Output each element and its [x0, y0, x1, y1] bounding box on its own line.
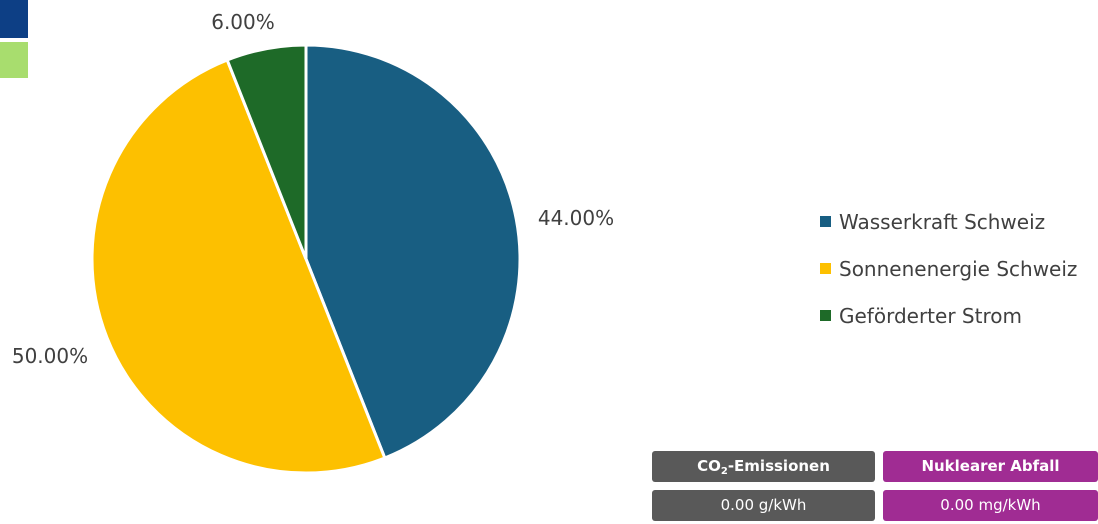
legend-label-gefoerdert: Geförderter Strom [839, 303, 1022, 328]
legend-item-wasserkraft: Wasserkraft Schweiz [820, 198, 1077, 245]
legend: Wasserkraft Schweiz Sonnenenergie Schwei… [820, 198, 1077, 339]
legend-item-sonnenenergie: Sonnenenergie Schweiz [820, 245, 1077, 292]
nuclear-waste-value: 0.00 mg/kWh [883, 490, 1098, 521]
data-label-wasserkraft: 44.00% [538, 206, 614, 230]
legend-marker-wasserkraft [820, 216, 831, 227]
swatch-bottom [0, 42, 28, 78]
nuclear-waste-header: Nuklearer Abfall [883, 451, 1098, 482]
legend-item-gefoerdert: Geförderter Strom [820, 292, 1077, 339]
co2-emissions-value: 0.00 g/kWh [652, 490, 875, 521]
legend-label-wasserkraft: Wasserkraft Schweiz [839, 209, 1046, 234]
swatch-top [0, 0, 28, 38]
data-label-sonnenenergie: 50.00% [12, 344, 88, 368]
legend-marker-gefoerdert [820, 310, 831, 321]
pie-chart: 44.00% 50.00% 6.00% [12, 10, 614, 475]
pie-slice-gefoerdert [225, 43, 308, 260]
pie-slice-sonnenenergie [90, 58, 387, 475]
pie-slice-wasserkraft [304, 43, 522, 460]
co2-emissions-header: CO2-Emissionen [652, 451, 875, 482]
legend-marker-sonnenenergie [820, 263, 831, 274]
data-label-gefoerdert: 6.00% [211, 10, 275, 34]
legend-label-sonnenenergie: Sonnenenergie Schweiz [839, 256, 1078, 281]
